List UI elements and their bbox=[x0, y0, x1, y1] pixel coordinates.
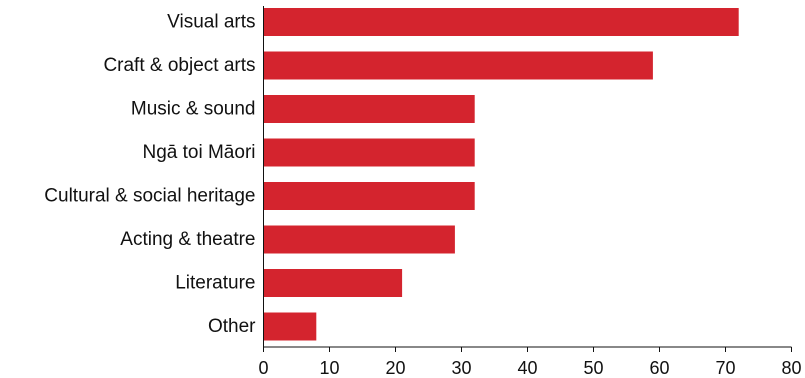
bar bbox=[263, 138, 475, 167]
bar bbox=[263, 51, 653, 80]
bar bbox=[263, 312, 317, 341]
category-label: Acting & theatre bbox=[120, 229, 255, 250]
bar bbox=[263, 225, 455, 254]
x-tick-label: 0 bbox=[258, 358, 268, 378]
x-tick-label: 30 bbox=[451, 358, 471, 378]
x-tick-label: 20 bbox=[385, 358, 405, 378]
category-labels: Visual arts Craft & object arts Music & so… bbox=[44, 12, 256, 338]
category-label: Visual arts bbox=[167, 12, 255, 33]
x-tick-label: 40 bbox=[517, 358, 537, 378]
category-label: Music & sound bbox=[131, 99, 256, 120]
bar bbox=[263, 269, 403, 297]
category-label: Literature bbox=[175, 273, 255, 294]
bar bbox=[263, 8, 739, 36]
x-axis-ticks: 0 10 20 30 40 50 60 70 80 bbox=[258, 347, 802, 378]
x-tick-label: 50 bbox=[583, 358, 603, 378]
x-tick-label: 80 bbox=[781, 358, 801, 378]
category-label: Craft & object arts bbox=[103, 55, 255, 76]
category-label: Cultural & social heritage bbox=[44, 186, 255, 207]
x-tick-label: 60 bbox=[649, 358, 669, 378]
x-tick-label: 10 bbox=[319, 358, 339, 378]
bars-group bbox=[263, 8, 739, 341]
x-tick-label: 70 bbox=[715, 358, 735, 378]
category-label: Other bbox=[208, 316, 256, 337]
bar bbox=[263, 182, 475, 210]
category-label: Ngā toi Māori bbox=[143, 142, 256, 163]
bar bbox=[263, 95, 475, 123]
